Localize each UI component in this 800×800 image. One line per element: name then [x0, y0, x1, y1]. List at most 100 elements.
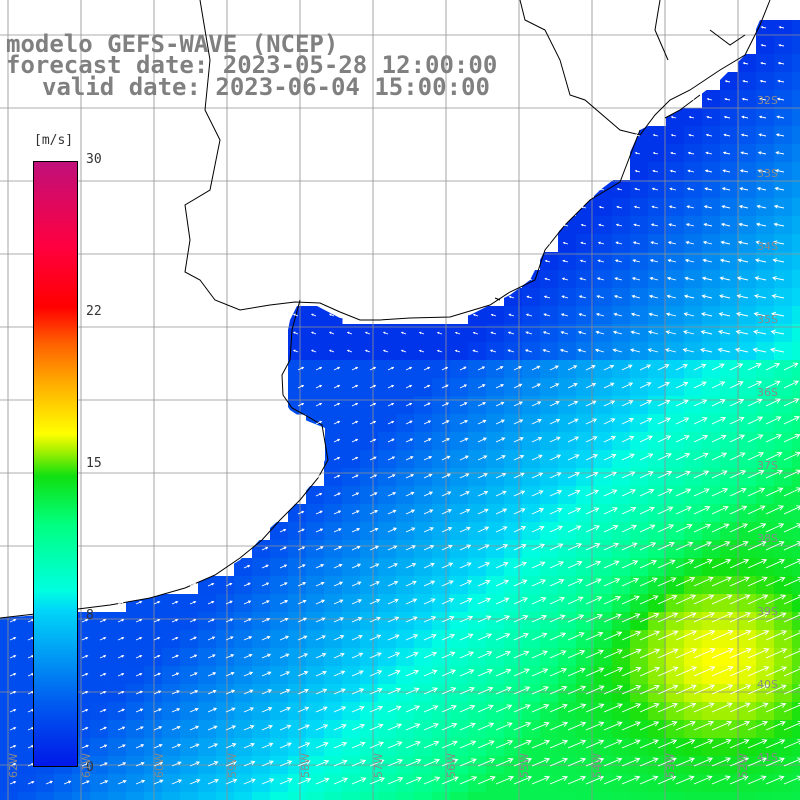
wind-speed-cell: [90, 684, 109, 703]
wind-arrow: [531, 739, 551, 749]
wind-speed-cell: [432, 486, 451, 505]
wind-speed-cell: [792, 360, 800, 379]
wind-speed-cell: [648, 126, 667, 145]
wind-speed-cell: [126, 720, 145, 739]
wind-speed-cell: [306, 540, 325, 559]
wind-arrow: [757, 151, 767, 155]
wind-speed-cell: [378, 630, 397, 649]
wind-speed-cell: [630, 360, 649, 379]
wind-speed-cell: [702, 342, 721, 361]
wind-arrow: [549, 543, 564, 551]
wind-arrow: [405, 456, 414, 461]
wind-arrow: [639, 542, 657, 551]
wind-speed-cell: [252, 720, 271, 739]
wind-speed-cell: [306, 630, 325, 649]
wind-speed-cell: [0, 720, 19, 739]
wind-arrow: [667, 241, 677, 245]
wind-arrow: [171, 725, 181, 731]
wind-arrow: [315, 635, 326, 641]
wind-speed-cell: [792, 666, 800, 685]
wind-arrow: [243, 600, 252, 605]
wind-speed-cell: [360, 612, 379, 631]
wind-speed-cell: [558, 558, 577, 577]
wind-arrow: [603, 542, 620, 551]
wind-speed-cell: [0, 702, 19, 721]
wind-speed-cell: [450, 360, 469, 379]
wind-speed-cell: [648, 504, 667, 523]
wind-arrow: [423, 473, 433, 479]
wind-arrow: [153, 672, 161, 677]
wind-arrow: [153, 636, 161, 641]
wind-speed-cell: [288, 774, 307, 793]
wind-speed-cell: [378, 792, 397, 800]
wind-arrow: [225, 636, 234, 641]
wind-arrow: [747, 630, 770, 641]
wind-speed-cell: [306, 486, 325, 505]
wind-speed-cell: [378, 558, 397, 577]
wind-arrow: [765, 416, 782, 425]
wind-speed-cell: [324, 450, 343, 469]
wind-arrow: [279, 742, 292, 749]
wind-arrow: [739, 187, 749, 191]
wind-speed-cell: [774, 90, 793, 109]
wind-arrow: [135, 744, 145, 749]
wind-speed-cell: [306, 666, 325, 685]
wind-arrow: [765, 594, 787, 605]
wind-speed-cell: [234, 702, 253, 721]
wind-arrow: [333, 563, 343, 569]
wind-arrow: [477, 740, 495, 749]
wind-arrow: [621, 685, 642, 695]
wind-speed-cell: [666, 414, 685, 433]
wind-arrow: [441, 473, 451, 479]
wind-arrow: [477, 437, 487, 443]
wind-arrow: [665, 330, 677, 335]
wind-arrow: [495, 455, 506, 461]
wind-arrow: [549, 721, 569, 731]
wind-speed-cell: [306, 648, 325, 667]
wind-speed-cell: [342, 774, 361, 793]
wind-speed-cell: [198, 774, 217, 793]
wind-arrow: [621, 453, 635, 461]
wind-arrow: [459, 740, 477, 749]
wind-arrow: [189, 707, 199, 713]
wind-speed-cell: [270, 540, 289, 559]
wind-arrow: [387, 616, 400, 623]
wind-arrow: [598, 187, 605, 191]
wind-arrow: [567, 525, 582, 533]
wind-speed-cell: [90, 648, 109, 667]
wind-speed-cell: [504, 720, 523, 739]
wind-speed-cell: [666, 450, 685, 469]
wind-speed-cell: [396, 792, 415, 800]
wind-arrow: [579, 277, 587, 281]
wind-speed-cell: [738, 792, 757, 800]
wind-arrow: [675, 612, 697, 623]
wind-speed-cell: [414, 684, 433, 703]
wind-arrow: [549, 507, 563, 515]
wind-speed-cell: [594, 432, 613, 451]
wind-speed-cell: [342, 684, 361, 703]
wind-arrow: [632, 259, 641, 263]
wind-arrow: [729, 684, 752, 695]
wind-arrow: [701, 276, 713, 281]
wind-arrow: [495, 615, 511, 623]
wind-arrow: [693, 452, 709, 461]
wind-arrow: [441, 598, 455, 605]
wind-speed-cell: [396, 576, 415, 595]
wind-speed-cell: [270, 702, 289, 721]
wind-speed-cell: [630, 144, 649, 163]
wind-arrow: [513, 597, 529, 605]
wind-speed-cell: [108, 792, 127, 800]
wind-speed-cell: [684, 198, 703, 217]
wind-arrow: [441, 758, 459, 767]
wind-arrow: [693, 648, 716, 659]
wind-arrow: [747, 434, 764, 443]
wind-arrow: [531, 579, 547, 587]
coastline: [494, 297, 501, 301]
wind-arrow: [747, 398, 763, 407]
wind-speed-cell: [450, 792, 469, 800]
wind-arrow: [310, 331, 317, 335]
wind-speed-cell: [378, 648, 397, 667]
wind-speed-cell: [702, 180, 721, 199]
wind-speed-cell: [504, 504, 523, 523]
wind-arrow: [621, 577, 640, 587]
